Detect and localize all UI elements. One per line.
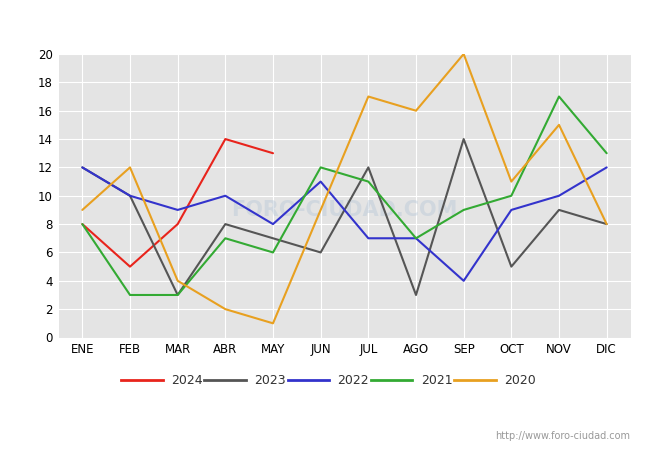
Text: 2020: 2020 [504, 374, 536, 387]
Text: 2022: 2022 [337, 374, 369, 387]
Text: FORO-CIUDAD.COM: FORO-CIUDAD.COM [231, 200, 458, 220]
Text: 2023: 2023 [254, 374, 286, 387]
Text: 2021: 2021 [421, 374, 452, 387]
Text: http://www.foro-ciudad.com: http://www.foro-ciudad.com [495, 431, 630, 441]
Text: Matriculaciones de Vehiculos en Mota del Cuervo: Matriculaciones de Vehiculos en Mota del… [111, 16, 540, 34]
Text: 2024: 2024 [171, 374, 203, 387]
